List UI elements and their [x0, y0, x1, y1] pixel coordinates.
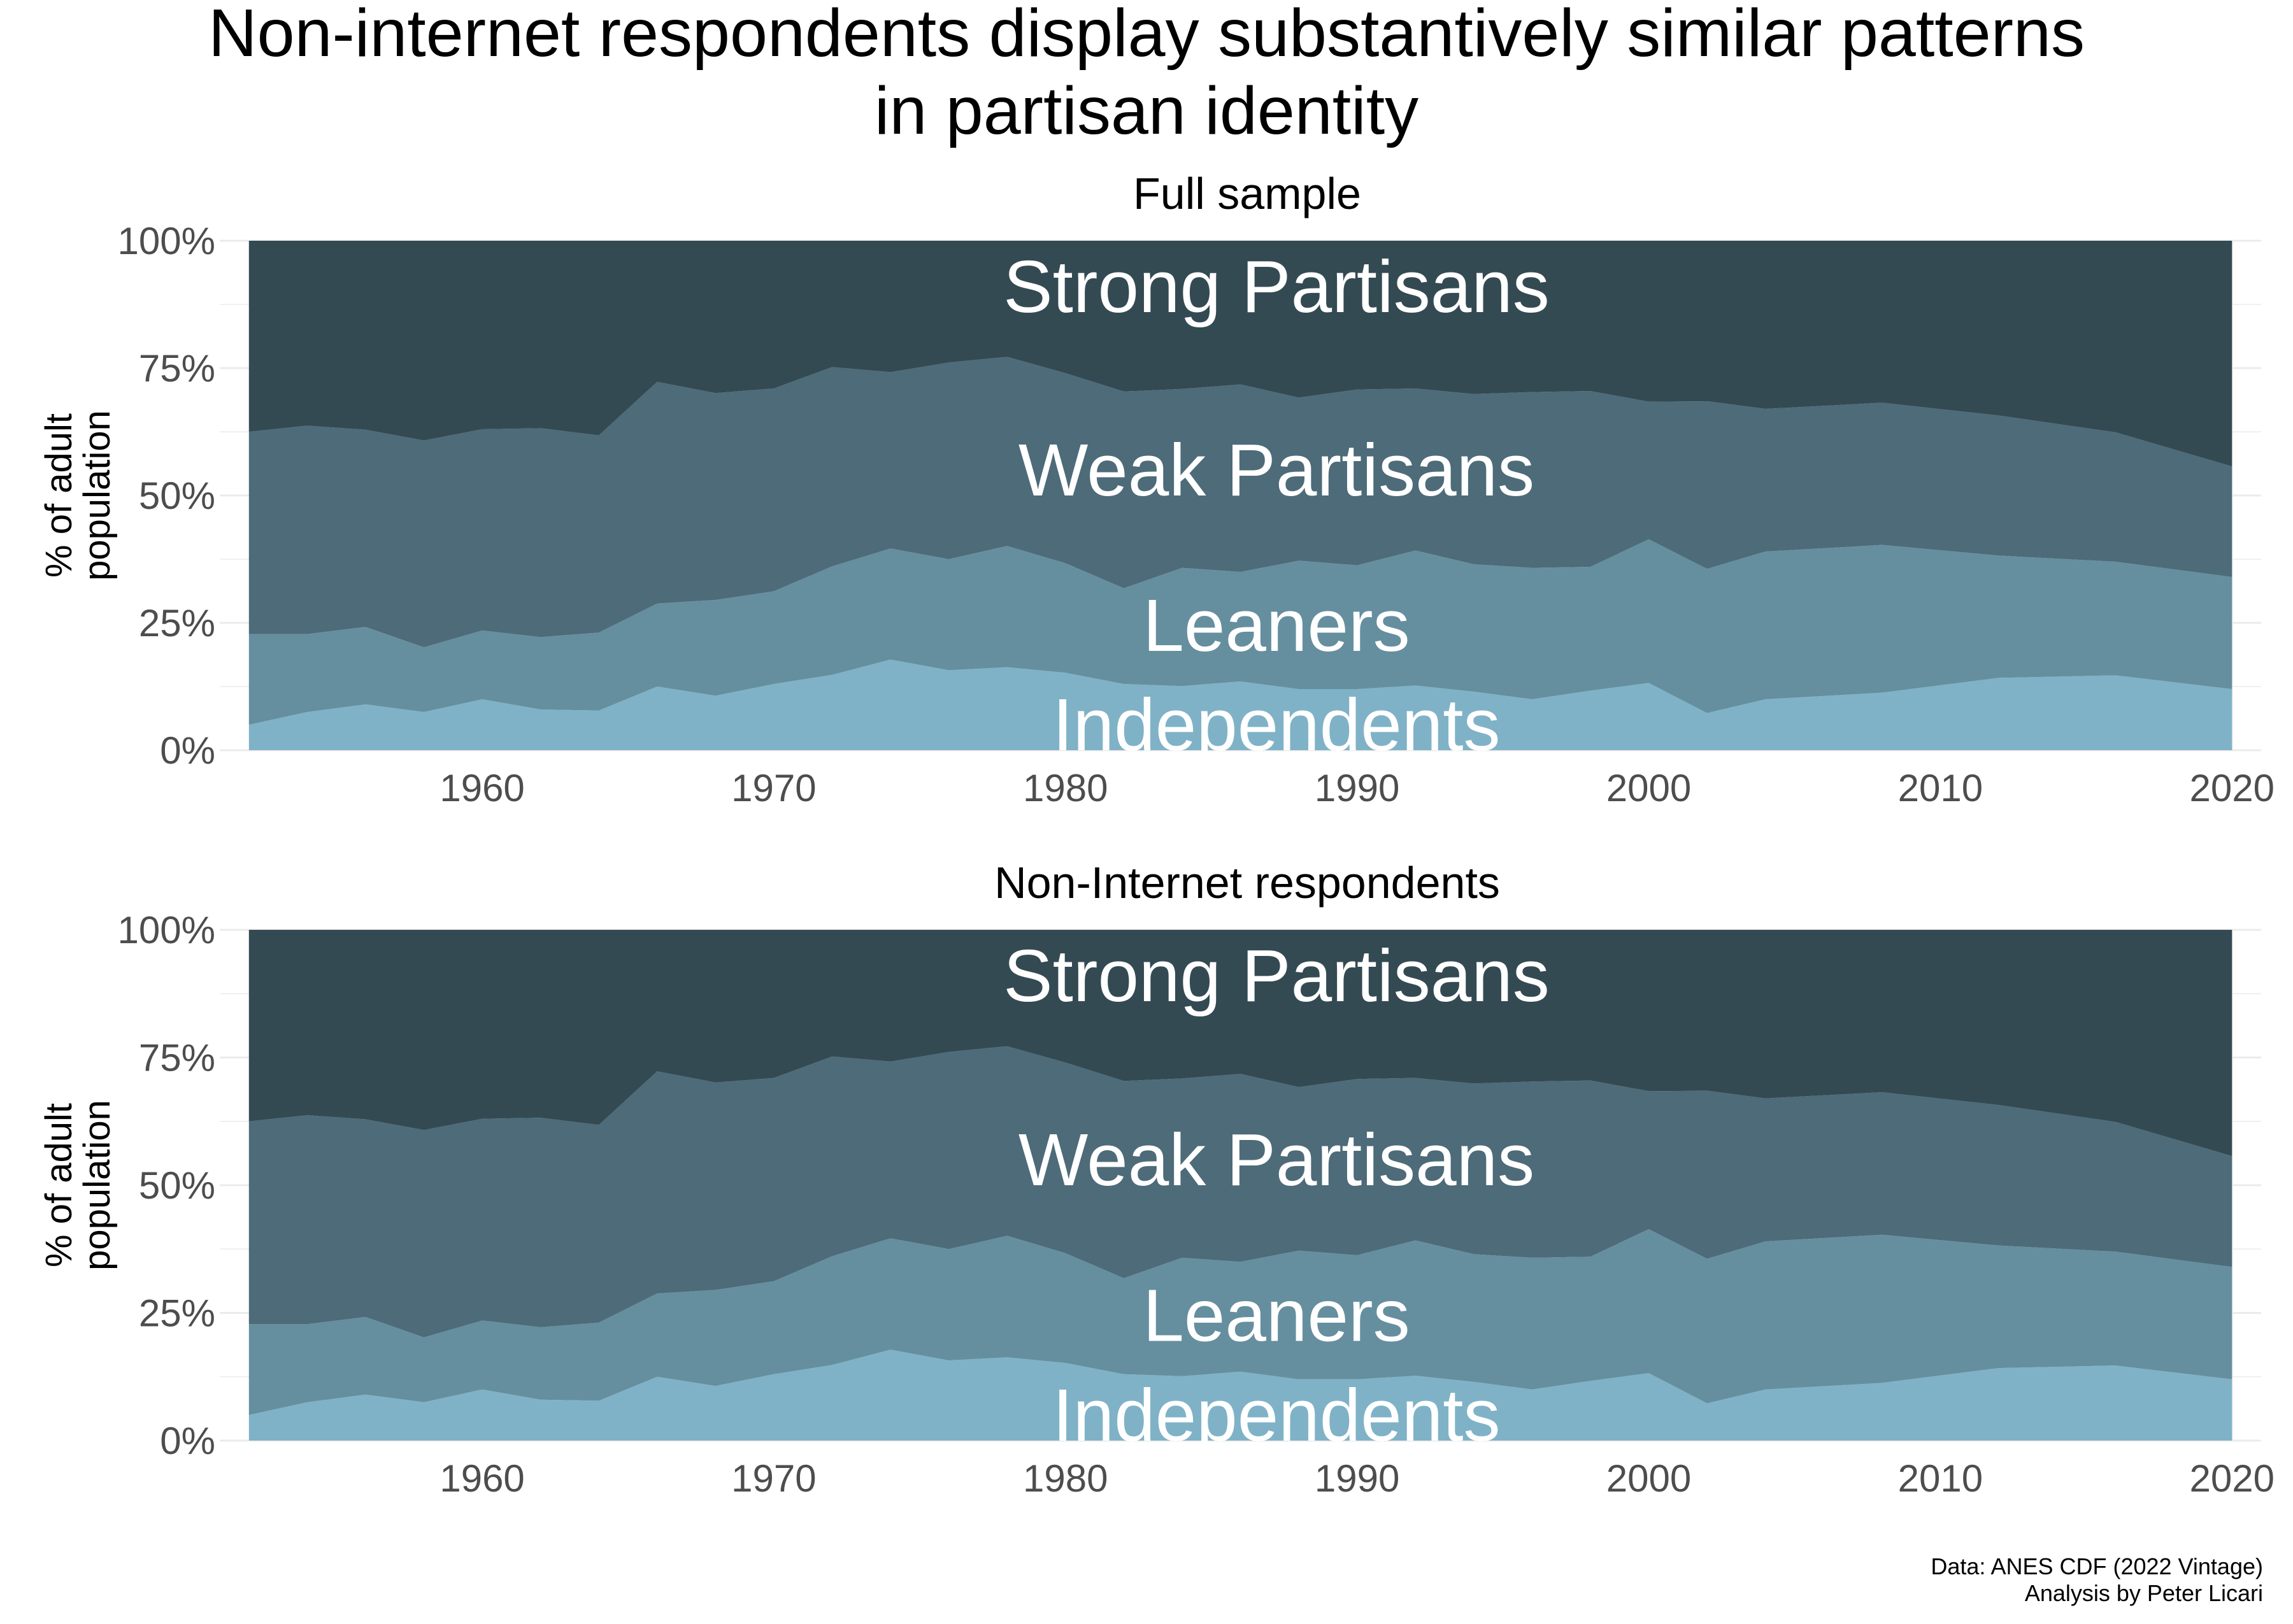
x-tick-label: 2000: [1606, 767, 1691, 809]
panel-title: Full sample: [1133, 169, 1361, 218]
x-tick-label: 1970: [731, 1457, 816, 1500]
x-tick-label: 2020: [2189, 1457, 2274, 1500]
y-axis-label-line: % of adult: [38, 413, 80, 578]
y-tick-label: 25%: [139, 602, 215, 645]
y-tick-label: 75%: [139, 347, 215, 390]
x-tick-label: 1980: [1023, 1457, 1108, 1500]
caption-source: Data: ANES CDF (2022 Vintage): [1931, 1553, 2263, 1579]
y-axis-label-line: population: [76, 1100, 118, 1271]
area-leaners: [248, 1229, 2232, 1415]
y-tick-label: 100%: [118, 220, 215, 262]
panel-1: Strong Partisans Weak Partisans Leaners Ind…: [38, 169, 2275, 809]
x-tick-label: 1990: [1315, 1457, 1399, 1500]
x-tick-label: 2000: [1606, 1457, 1691, 1500]
x-tick-label: 2020: [2189, 767, 2274, 809]
chart-title-line-1: Non-internet respondents display substan…: [208, 0, 2085, 71]
x-tick-label: 2010: [1898, 1457, 1983, 1500]
x-tick-label: 1990: [1315, 767, 1399, 809]
y-tick-label: 0%: [160, 729, 215, 772]
band-label-leaners: Leaners: [1143, 584, 1410, 667]
area-leaners: [248, 539, 2232, 725]
y-tick-label: 0%: [160, 1420, 215, 1462]
y-tick-label: 50%: [139, 1164, 215, 1207]
band-label-strong-partisans: Strong Partisans: [1003, 245, 1550, 328]
area-independents: [248, 1350, 2232, 1441]
band-label-leaners: Leaners: [1143, 1274, 1410, 1357]
panel-2: Strong Partisans Weak Partisans Leaners Ind…: [38, 858, 2275, 1500]
y-tick-label: 50%: [139, 474, 215, 517]
area-weak-partisans: [248, 1046, 2232, 1337]
band-label-weak-partisans: Weak Partisans: [1018, 429, 1534, 511]
chart-title-line-2: in partisan identity: [875, 73, 1418, 148]
panel-title: Non-Internet respondents: [994, 858, 1500, 908]
caption-author: Analysis by Peter Licari: [2025, 1580, 2263, 1606]
y-axis-label: % of adultpopulation: [38, 410, 118, 581]
band-label-strong-partisans: Strong Partisans: [1003, 934, 1550, 1017]
area-strong-partisans: [248, 930, 2232, 1157]
band-label-weak-partisans: Weak Partisans: [1018, 1118, 1534, 1201]
y-tick-label: 75%: [139, 1037, 215, 1079]
x-tick-label: 1960: [439, 767, 524, 809]
band-label-independents: Independents: [1052, 683, 1500, 766]
x-tick-label: 1970: [731, 767, 816, 809]
x-tick-label: 1960: [439, 1457, 524, 1500]
x-tick-label: 2010: [1898, 767, 1983, 809]
band-label-independents: Independents: [1052, 1374, 1500, 1457]
area-strong-partisans: [248, 241, 2232, 467]
y-axis-label: % of adultpopulation: [38, 1100, 118, 1271]
area-independents: [248, 659, 2232, 750]
y-axis-label-line: % of adult: [38, 1103, 80, 1267]
area-weak-partisans: [248, 357, 2232, 648]
y-tick-label: 25%: [139, 1292, 215, 1335]
y-axis-label-line: population: [76, 410, 118, 581]
chart-panels: Strong Partisans Weak Partisans Leaners Ind…: [38, 169, 2275, 1500]
y-tick-label: 100%: [118, 909, 215, 951]
x-tick-label: 1980: [1023, 767, 1108, 809]
